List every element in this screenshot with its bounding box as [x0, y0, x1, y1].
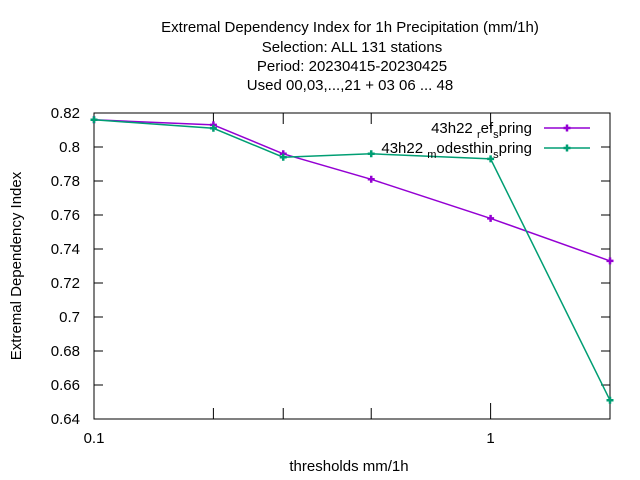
title-line-2: Selection: ALL 131 stations: [262, 39, 442, 56]
y-tick-label: 0.74: [51, 241, 80, 258]
title-line-3: Period: 20230415-20230425: [257, 58, 447, 75]
title-line-1: Extremal Dependency Index for 1h Precipi…: [161, 19, 539, 36]
series-point-1: [209, 124, 217, 132]
legend-marker-0: [563, 124, 571, 132]
series-point-1: [279, 153, 287, 161]
y-tick-label: 0.8: [59, 139, 80, 156]
chart-title: Extremal Dependency Index for 1h Precipi…: [161, 19, 539, 94]
series-line-0: [93, 119, 611, 262]
series-point-0: [487, 214, 495, 222]
y-axis-label: Extremal Dependency Index: [8, 171, 25, 360]
series-point-0: [367, 175, 375, 183]
plot-frame: [93, 112, 611, 420]
y-axis: 0.64 0.66 0.68 0.7 0.72 0.74 0.76 0.78 0.8 0.82: [51, 105, 610, 428]
y-tick-label: 0.78: [51, 173, 80, 190]
series-layer: [90, 116, 614, 404]
series-line-1: [93, 119, 611, 401]
y-tick-label: 0.64: [51, 411, 80, 428]
series-point-1: [487, 155, 495, 163]
y-tick-label: 0.7: [59, 309, 80, 326]
x-tick-label: 1: [486, 430, 494, 447]
y-tick-label: 0.66: [51, 377, 80, 394]
x-axis-label: thresholds mm/1h: [289, 458, 408, 475]
series-point-1: [606, 396, 614, 404]
y-tick-label: 0.82: [51, 105, 80, 122]
series-point-1: [90, 116, 98, 124]
y-tick-label: 0.72: [51, 275, 80, 292]
x-axis: 0.1 1: [84, 113, 611, 447]
title-line-4: Used 00,03,...,21 + 03 06 ... 48: [247, 77, 453, 94]
legend-label-0: 43h22 refspring: [431, 120, 532, 141]
y-tick-label: 0.68: [51, 343, 80, 360]
x-tick-label: 0.1: [84, 430, 105, 447]
y-tick-label: 0.76: [51, 207, 80, 224]
legend-label-1: 43h22 modesthinspring: [381, 140, 532, 161]
legend-marker-1: [563, 144, 571, 152]
series-point-0: [606, 257, 614, 265]
series-point-1: [367, 150, 375, 158]
